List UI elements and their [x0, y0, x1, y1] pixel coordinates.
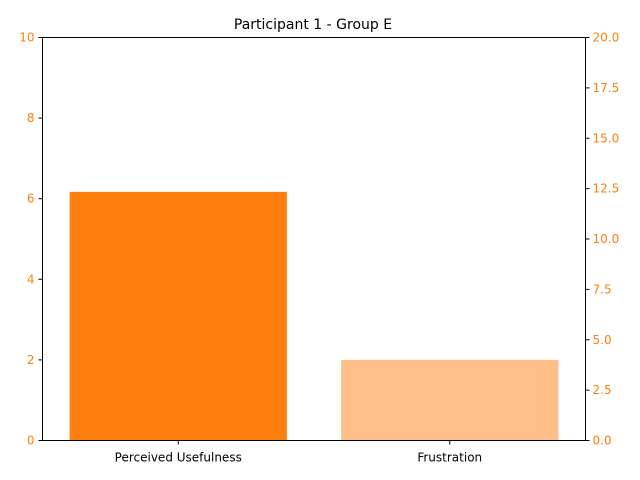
- bar-perceived-usefulness: [69, 191, 287, 441]
- y-left-tick-label: 0: [27, 434, 35, 448]
- chart-title: Participant 1 - Group E: [234, 17, 392, 33]
- y-left-tick-label: 2: [27, 353, 35, 367]
- y-right-tick-label: 12.5: [593, 182, 620, 196]
- y-right-tick-label: 17.5: [593, 81, 620, 95]
- y-right-tick-label: 5.0: [593, 333, 612, 347]
- y-left-tick-label: 10: [19, 31, 34, 45]
- y-axis-right: 0.0 2.5 5.0 7.5 10.0 12.5 15.0 17.5 20.0: [585, 31, 620, 448]
- x-axis: Perceived Usefulness Frustration: [115, 440, 482, 465]
- y-left-tick-label: 8: [27, 111, 35, 125]
- y-right-tick-label: 15.0: [593, 131, 620, 145]
- y-left-tick-label: 6: [27, 192, 35, 206]
- y-axis-left: 0 2 4 6 8 10: [19, 31, 43, 448]
- bars-layer: [69, 191, 559, 441]
- y-right-tick-label: 10.0: [593, 232, 620, 246]
- y-left-tick-label: 4: [27, 272, 35, 286]
- x-tick-label: Perceived Usefulness: [115, 451, 242, 465]
- bar-frustration: [341, 359, 559, 441]
- y-right-tick-label: 0.0: [593, 434, 612, 448]
- x-tick-label: Frustration: [417, 451, 482, 465]
- plot-frame: [42, 37, 586, 441]
- y-right-tick-label: 2.5: [593, 383, 612, 397]
- y-right-tick-label: 7.5: [593, 282, 612, 296]
- y-right-tick-label: 20.0: [593, 31, 620, 45]
